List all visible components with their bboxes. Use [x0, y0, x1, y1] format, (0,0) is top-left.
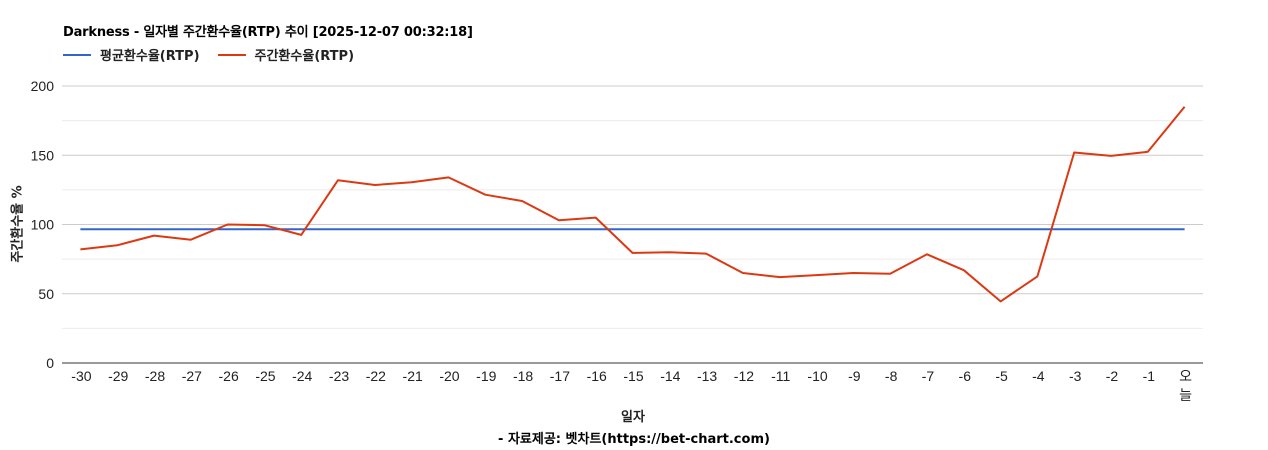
y-tick-label: 100	[31, 217, 55, 233]
legend-item-weekly-rtp[interactable]: 주간환수율(RTP)	[217, 45, 355, 64]
y-axis-label: 주간환수율 %	[10, 185, 26, 263]
x-axis-ticks: -30 -29 -28 -27 -26 -25 -24 -23 -22 -21 -20 -19 -18 -…	[71, 368, 1192, 403]
x-tick-label: -19	[476, 368, 496, 384]
x-tick-label: -10	[807, 368, 827, 384]
x-tick-label: -18	[513, 368, 533, 384]
x-tick-label: -5	[995, 368, 1008, 384]
x-tick-label: -24	[292, 368, 312, 384]
y-axis-ticks: 0 50 100 150 200	[31, 78, 55, 371]
x-tick-label: 오	[1179, 368, 1192, 384]
x-tick-label: -1	[1143, 368, 1156, 384]
x-tick-label: -14	[660, 368, 680, 384]
series-lines	[80, 106, 1186, 303]
x-tick-label: -2	[1106, 368, 1119, 384]
x-tick-label: -25	[255, 368, 275, 384]
x-tick-label: -7	[922, 368, 935, 384]
x-tick-label: -6	[959, 368, 972, 384]
y-tick-label: 200	[31, 78, 55, 94]
legend-label: 평균환수율(RTP)	[100, 49, 200, 64]
gridlines	[62, 85, 1203, 329]
x-tick-label: -21	[403, 368, 423, 384]
x-axis-label: 일자	[621, 410, 645, 425]
chart-title: Darkness - 일자별 주간환수율(RTP) 추이 [2025-12-07…	[63, 25, 473, 40]
x-tick-label: -8	[885, 368, 898, 384]
x-tick-label: -29	[108, 368, 128, 384]
weekly-rtp-line[interactable]	[80, 106, 1186, 303]
y-tick-label: 50	[38, 286, 54, 302]
x-tick-label: -20	[439, 368, 459, 384]
x-tick-label: -28	[145, 368, 165, 384]
data-source-credit: - 자료제공: 벳차트(https://bet-chart.com)	[498, 432, 770, 447]
x-tick-label: 늘	[1179, 387, 1192, 403]
chart-legend: 평균환수율(RTP) 주간환수율(RTP)	[63, 45, 372, 64]
legend-label: 주간환수율(RTP)	[254, 49, 355, 64]
x-tick-label: -17	[550, 368, 570, 384]
x-tick-label: -22	[366, 368, 386, 384]
x-tick-label: -4	[1032, 368, 1045, 384]
x-tick-label: -15	[623, 368, 643, 384]
x-tick-label: -27	[182, 368, 202, 384]
legend-swatch-red-line-icon	[217, 53, 246, 56]
x-tick-label: -11	[771, 368, 790, 384]
x-tick-label: -3	[1069, 368, 1082, 384]
legend-item-average-rtp[interactable]: 평균환수율(RTP)	[63, 45, 200, 64]
x-tick-label: -16	[587, 368, 607, 384]
x-tick-label: -9	[848, 368, 861, 384]
y-tick-label: 0	[46, 355, 54, 371]
x-tick-label: -26	[219, 368, 239, 384]
x-tick-label: -23	[329, 368, 349, 384]
x-tick-label: -30	[71, 368, 91, 384]
y-tick-label: 150	[31, 147, 55, 163]
x-tick-label: -13	[697, 368, 717, 384]
legend-swatch-blue-line-icon	[63, 53, 91, 56]
x-tick-label: -12	[734, 368, 754, 384]
